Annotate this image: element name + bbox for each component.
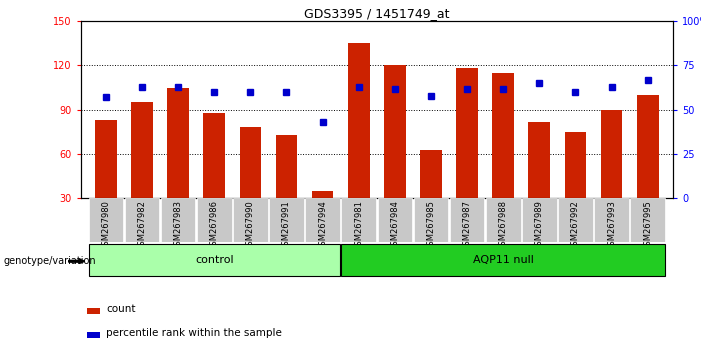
Bar (637, 95, 658, 198)
Bar (168, 88, 189, 198)
Bar (275, 135, 297, 198)
FancyBboxPatch shape (522, 198, 557, 242)
FancyBboxPatch shape (558, 198, 593, 242)
Text: GSM267988: GSM267988 (498, 200, 508, 251)
Text: GSM267984: GSM267984 (390, 200, 400, 251)
Text: GSM267990: GSM267990 (246, 200, 255, 251)
FancyBboxPatch shape (125, 198, 159, 242)
Text: GSM267989: GSM267989 (535, 200, 544, 251)
FancyBboxPatch shape (305, 198, 340, 242)
FancyBboxPatch shape (341, 244, 665, 276)
Bar (95, 120, 117, 198)
Bar (601, 110, 622, 198)
Text: GSM267985: GSM267985 (426, 200, 435, 251)
FancyBboxPatch shape (197, 198, 231, 242)
Text: GSM267995: GSM267995 (644, 200, 652, 251)
FancyBboxPatch shape (88, 198, 123, 242)
Text: GSM267993: GSM267993 (607, 200, 616, 251)
FancyBboxPatch shape (161, 198, 196, 242)
Bar (312, 191, 334, 198)
Text: GSM267980: GSM267980 (102, 200, 110, 251)
Bar (131, 102, 153, 198)
FancyBboxPatch shape (341, 198, 376, 242)
Text: GSM267992: GSM267992 (571, 200, 580, 251)
Text: control: control (195, 255, 233, 265)
FancyBboxPatch shape (486, 198, 521, 242)
Bar (492, 73, 514, 198)
Text: GSM267986: GSM267986 (210, 200, 219, 251)
Bar (240, 127, 261, 198)
Title: GDS3395 / 1451749_at: GDS3395 / 1451749_at (304, 7, 449, 20)
Bar (86, 332, 100, 338)
Text: GSM267994: GSM267994 (318, 200, 327, 251)
Bar (348, 44, 369, 198)
Bar (456, 68, 478, 198)
Text: GSM267982: GSM267982 (137, 200, 147, 251)
FancyBboxPatch shape (378, 198, 412, 242)
Bar (203, 113, 225, 198)
Text: count: count (106, 304, 135, 314)
Text: GSM267983: GSM267983 (174, 200, 183, 251)
FancyBboxPatch shape (450, 198, 484, 242)
Text: GSM267987: GSM267987 (463, 200, 472, 251)
Text: percentile rank within the sample: percentile rank within the sample (106, 328, 282, 338)
Bar (384, 65, 406, 198)
Text: GSM267981: GSM267981 (354, 200, 363, 251)
FancyBboxPatch shape (594, 198, 629, 242)
FancyBboxPatch shape (630, 198, 665, 242)
Bar (420, 149, 442, 198)
Text: genotype/variation: genotype/variation (4, 256, 96, 266)
FancyBboxPatch shape (414, 198, 449, 242)
FancyBboxPatch shape (233, 198, 268, 242)
FancyBboxPatch shape (269, 198, 304, 242)
Text: GSM267991: GSM267991 (282, 200, 291, 251)
FancyBboxPatch shape (88, 244, 340, 276)
Bar (529, 121, 550, 198)
Text: AQP11 null: AQP11 null (472, 255, 533, 265)
Bar (86, 308, 100, 314)
Bar (564, 132, 586, 198)
